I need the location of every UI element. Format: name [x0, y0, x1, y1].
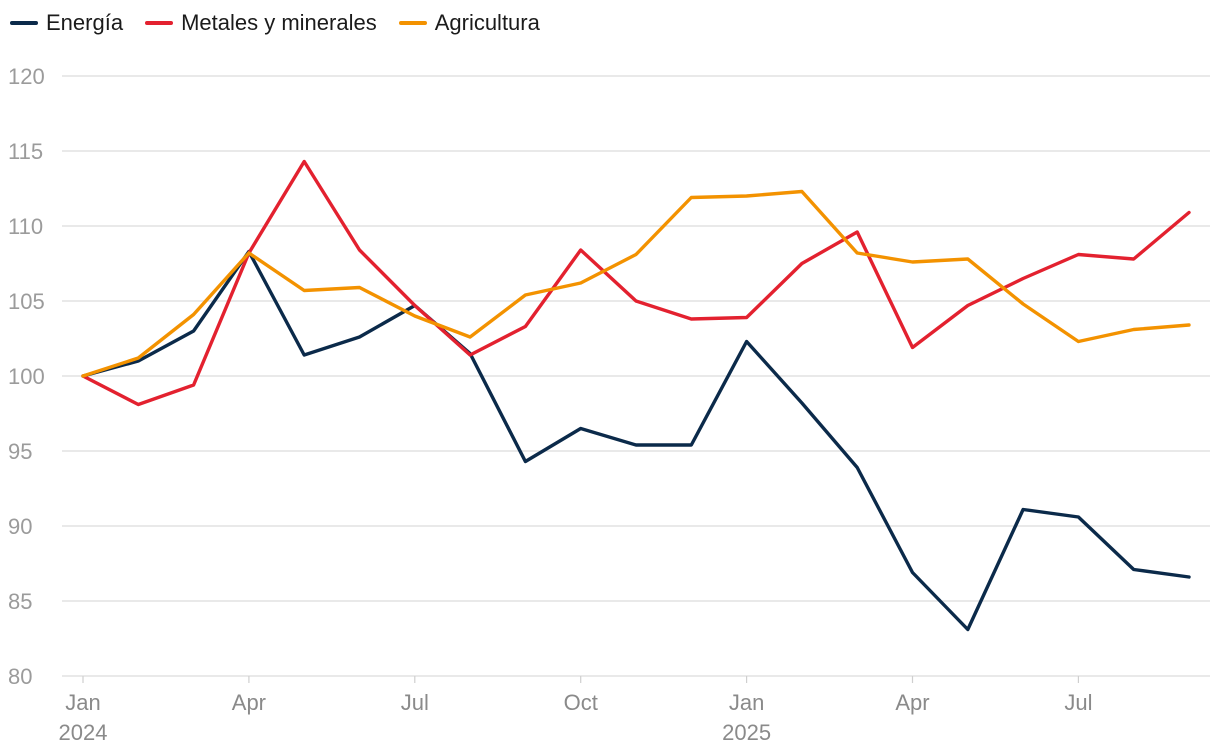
series-line-0	[81, 249, 1191, 632]
legend-label: Agricultura	[434, 10, 540, 35]
x-tick-label: Jul	[1064, 690, 1092, 715]
x-tick-label: Jan	[729, 690, 764, 715]
y-tick-label: 105	[8, 289, 45, 314]
x-tick-year-label: 2024	[59, 720, 108, 745]
legend-label: Energía	[46, 10, 124, 35]
legend-swatch	[10, 21, 38, 25]
y-axis: 80 85 90 95 100 105 110 115 120	[8, 64, 45, 689]
x-axis: Jan 2024 Apr Jul Oct Jan 2025 Apr Jul	[59, 676, 1092, 745]
legend-swatch	[398, 21, 427, 25]
x-tick-label: Jan	[65, 690, 100, 715]
legend-swatch	[145, 21, 174, 25]
legend-item-0: Energía	[10, 10, 123, 36]
y-tick-label: 95	[8, 439, 32, 464]
x-tick-year-label: 2025	[722, 720, 771, 745]
y-tick-label: 110	[8, 214, 43, 239]
x-tick-label: Apr	[895, 690, 929, 715]
y-tick-label: 80	[8, 664, 32, 689]
y-tick-label: 90	[8, 514, 32, 539]
series-line-2	[81, 189, 1191, 378]
y-tick-label: 120	[8, 64, 45, 89]
legend: Energía Metales y minerales Agricultura	[10, 10, 540, 36]
grid-lines	[62, 75, 1210, 677]
series-lines	[81, 159, 1191, 632]
y-tick-label: 100	[8, 364, 45, 389]
series-line-1	[81, 159, 1191, 407]
x-tick-label: Apr	[232, 690, 266, 715]
legend-item-2: Agricultura	[398, 10, 540, 36]
x-tick-label: Jul	[401, 690, 429, 715]
x-tick-label: Oct	[564, 690, 598, 715]
y-tick-label: 85	[8, 589, 32, 614]
legend-label: Metales y minerales	[181, 10, 377, 35]
legend-item-1: Metales y minerales	[145, 10, 377, 36]
y-tick-label: 115	[8, 139, 43, 164]
